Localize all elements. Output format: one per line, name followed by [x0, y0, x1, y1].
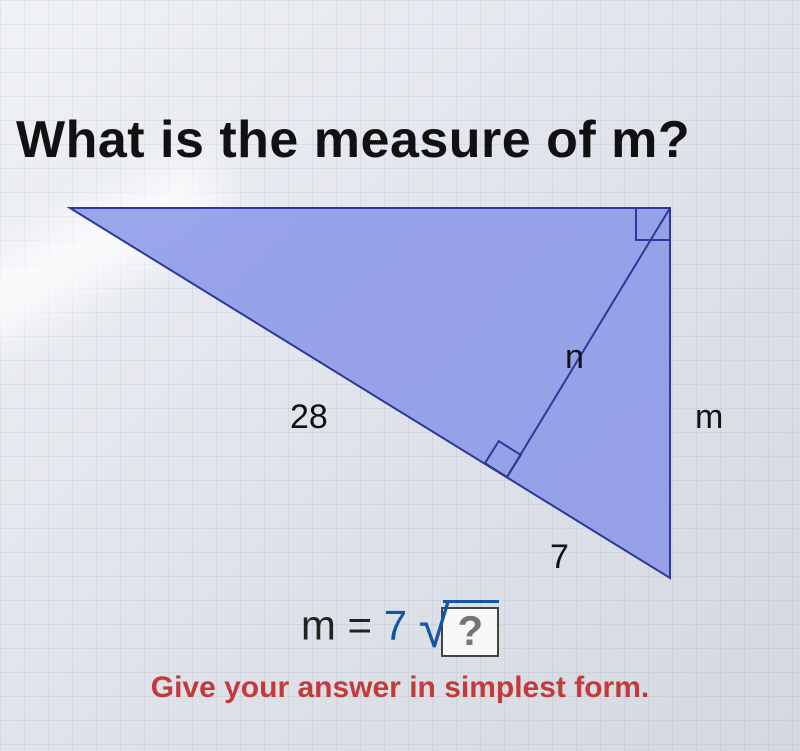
label-7: 7 — [550, 538, 569, 576]
answer-lhs: m — [301, 602, 336, 649]
label-m: m — [695, 398, 723, 436]
instruction-text: Give your answer in simplest form. — [10, 671, 790, 705]
content-area: What is the measure of m? 28 7 n m — [10, 110, 790, 705]
vinculum: ? — [443, 600, 499, 657]
triangle-shape — [70, 208, 670, 578]
sqrt-wrap: √ ? — [419, 600, 499, 657]
worksheet-page: What is the measure of m? 28 7 n m — [0, 0, 800, 751]
label-n: n — [565, 338, 584, 376]
answer-coef: 7 — [384, 602, 407, 649]
triangle-diagram: 28 7 n m — [30, 178, 770, 608]
answer-expression: m = 7 √ ? — [10, 600, 790, 657]
answer-input-box[interactable]: ? — [441, 607, 499, 657]
label-28: 28 — [290, 398, 328, 436]
question-text: What is the measure of m? — [16, 110, 790, 170]
answer-eq: = — [348, 602, 384, 649]
radical-icon: √ — [419, 606, 450, 651]
